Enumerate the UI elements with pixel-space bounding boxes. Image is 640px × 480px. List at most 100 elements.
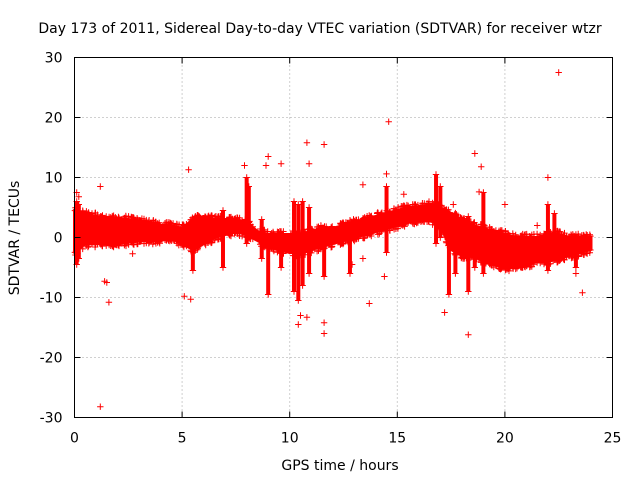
outlier-point <box>320 330 328 337</box>
band-edge-point <box>137 217 144 224</box>
band-edge-point <box>399 205 406 213</box>
outlier-point <box>465 331 472 338</box>
spike-point <box>75 201 82 208</box>
band-edge-point <box>115 214 123 222</box>
spike-point <box>471 264 478 271</box>
band-edge-point <box>226 214 233 222</box>
outlier-point <box>441 309 448 316</box>
band-edge-point <box>505 267 513 275</box>
band-edge-point <box>328 243 336 250</box>
band-edge-point <box>403 201 411 209</box>
y-tick-label: 20 <box>45 111 63 127</box>
band-edge-point <box>513 265 521 272</box>
spike-point <box>277 228 285 235</box>
spike-point <box>305 270 313 277</box>
band-edge-point <box>150 217 157 224</box>
spike-point <box>383 249 390 256</box>
spike-point <box>305 204 313 211</box>
outlier-point <box>450 201 457 208</box>
outlier-point <box>383 170 390 178</box>
band-edge-point <box>366 231 373 238</box>
band-edge-point <box>313 223 321 231</box>
outlier-point <box>185 166 192 173</box>
outlier-point <box>572 270 580 277</box>
band-edge-point <box>523 262 530 270</box>
band-edge-point <box>234 214 241 222</box>
outlier-point <box>555 69 562 76</box>
band-edge-point <box>537 231 544 239</box>
y-axis-label: SDTVAR / TECUs <box>7 181 23 296</box>
spike-point <box>295 201 302 208</box>
outlier-point <box>359 255 367 262</box>
band-edge-point <box>362 215 369 222</box>
spike-point <box>290 288 298 295</box>
spike-point <box>544 201 552 208</box>
band-edge-point <box>419 217 426 224</box>
band-edge-point <box>130 241 138 248</box>
band-edge-point <box>340 220 347 227</box>
band-edge-point <box>328 225 336 232</box>
outlier-point <box>579 289 586 296</box>
band-edge-point <box>84 210 92 217</box>
band-edge-point <box>505 231 513 239</box>
y-tick-label: 0 <box>54 231 63 247</box>
y-tick-label: -10 <box>40 291 63 307</box>
band-edge-point <box>183 242 190 250</box>
band-edge-point <box>498 264 506 271</box>
band-edge-point <box>563 253 570 261</box>
band-edge-point <box>85 242 92 250</box>
spike-point <box>432 171 440 178</box>
outlier-point <box>295 321 302 328</box>
spike-point <box>480 189 487 196</box>
band-edge-point <box>195 243 202 250</box>
outlier-point <box>534 222 541 229</box>
band-edge-point <box>498 227 506 234</box>
spike-point <box>572 264 580 271</box>
band-edge-point <box>367 213 374 220</box>
band-edge-point <box>234 230 241 237</box>
band-edge-point <box>201 240 209 247</box>
outlier-point <box>105 299 113 306</box>
spike-point <box>551 210 558 217</box>
band-edge-point <box>327 224 335 231</box>
outlier-point <box>400 191 407 198</box>
band-edge-point <box>452 209 459 217</box>
band-edge-point <box>445 206 452 213</box>
x-tick-label: 25 <box>604 431 622 447</box>
spike-point <box>189 267 197 274</box>
chart-title: Day 173 of 2011, Sidereal Day-to-day VTE… <box>38 21 602 37</box>
band-edge-point <box>137 238 144 245</box>
outlier-point <box>320 319 328 326</box>
band-edge-point <box>270 246 277 253</box>
band-edge-point <box>204 213 212 220</box>
band-edge-point <box>226 230 233 237</box>
spike-point <box>544 267 552 274</box>
band-edge-point <box>327 244 335 251</box>
outlier-point <box>385 118 392 125</box>
band-edge-point <box>145 239 153 246</box>
band-edge-point <box>190 215 197 223</box>
band-edge-point <box>179 241 186 248</box>
y-tick-label: -30 <box>40 411 63 427</box>
band-edge-point <box>583 231 590 238</box>
band-edge-point <box>502 228 509 235</box>
outlier-point <box>196 213 203 220</box>
outlier-point <box>475 188 483 196</box>
band-edge-point <box>353 217 360 225</box>
band-edge-point <box>413 203 420 210</box>
band-edge-point <box>413 219 420 227</box>
spike-point <box>346 270 354 277</box>
spike-point <box>432 240 440 247</box>
band-edge-point <box>208 212 215 219</box>
band-edge-point <box>399 222 406 229</box>
band-edge-point <box>366 212 373 219</box>
spike-point <box>346 219 354 226</box>
band-edge-point <box>400 221 407 228</box>
y-tick-label: 30 <box>45 51 63 67</box>
band-edge-point <box>152 240 160 247</box>
band-edge-point <box>156 238 163 246</box>
band-edge-point <box>313 248 321 255</box>
band-edge-point <box>105 241 113 249</box>
spike-point <box>551 252 558 259</box>
